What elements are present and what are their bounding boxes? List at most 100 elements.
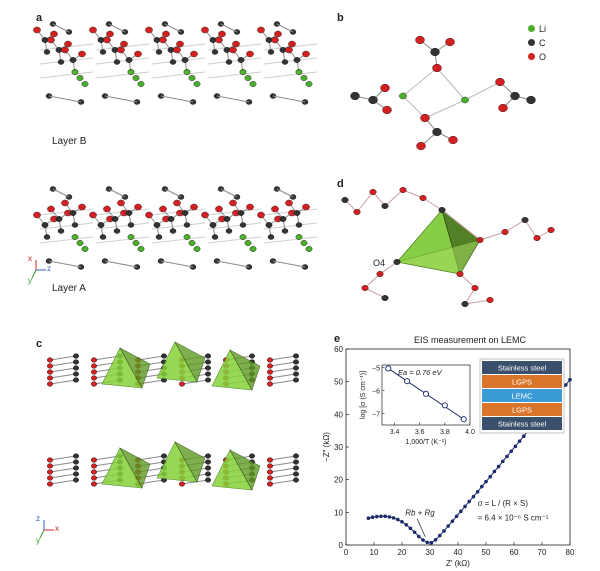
bond-line (160, 95, 194, 103)
atom-o (267, 463, 274, 469)
bond-line (49, 361, 77, 367)
atom-c (381, 294, 389, 302)
bond-line (384, 189, 404, 207)
atom-o (47, 475, 54, 481)
data-point (366, 516, 371, 521)
atom-li (249, 81, 257, 87)
inset-y-tick-label: −6 (372, 388, 380, 395)
atom-c (248, 453, 255, 459)
atom-o (178, 481, 185, 487)
atom-c (204, 377, 211, 383)
atom-o (201, 211, 209, 219)
panel-b: b Li C O (325, 0, 600, 170)
data-point (421, 538, 425, 542)
layer-a-label: Layer A (52, 283, 86, 294)
atom-o (229, 46, 237, 54)
panel-a: a Layer B Layer A x z y (0, 0, 320, 320)
cell-layer-label: Stainless steel (498, 364, 547, 373)
bond-line (49, 461, 77, 467)
atom-o (176, 40, 184, 48)
atom-c (239, 222, 247, 228)
y-tick-label: 0 (339, 541, 344, 550)
atom-o (89, 211, 97, 219)
atom-o (547, 226, 555, 234)
atom-o (90, 475, 97, 481)
bond-line (364, 287, 386, 299)
atom-c (223, 216, 231, 222)
atom-c (293, 210, 301, 216)
atom-li (295, 69, 303, 75)
bond-line (263, 222, 318, 230)
legend-item-c: C (528, 38, 588, 52)
atom-o (78, 203, 86, 211)
axis-y-label-a: y (28, 276, 32, 285)
data-point (425, 540, 429, 545)
bond-line (524, 219, 538, 239)
atom-c (293, 459, 300, 465)
atom-o (353, 208, 361, 216)
atom-o (47, 363, 54, 369)
atom-c (293, 371, 300, 377)
bond-line (151, 57, 206, 65)
atom-o (134, 50, 142, 58)
atom-c (279, 216, 287, 222)
atom-o (90, 463, 97, 469)
bond-line (48, 95, 82, 103)
bond-line (49, 367, 77, 373)
atom-o (267, 457, 274, 463)
atom-o (380, 83, 390, 93)
data-point (471, 494, 476, 499)
inset-y-axis-label: log [σ (S cm⁻¹)] (360, 371, 367, 419)
bond-line (160, 260, 194, 268)
polyhedron-face (229, 349, 261, 391)
atom-c (55, 216, 63, 222)
bond-line (269, 361, 297, 367)
panel-a-axes: x z y (28, 254, 58, 288)
atom-o (229, 199, 237, 207)
bond-line (269, 473, 297, 479)
atom-li (137, 246, 145, 252)
atom-li (71, 69, 79, 75)
bond-line (52, 188, 70, 198)
atom-o (399, 186, 407, 194)
atom-c (204, 371, 211, 377)
atom-c (368, 95, 378, 105)
atom-c (181, 57, 189, 63)
inset-data-point (385, 365, 392, 372)
atom-c (204, 465, 211, 471)
data-point (438, 533, 442, 538)
inset-data-point (422, 390, 430, 397)
data-point (564, 383, 568, 387)
atom-c (393, 258, 401, 266)
x-tick-label: 70 (538, 548, 547, 557)
atom-li (244, 75, 252, 81)
atom-c (99, 49, 107, 55)
y-tick-label: 20 (334, 476, 343, 485)
y-tick-label: 30 (334, 443, 343, 452)
data-point (492, 469, 497, 474)
atom-o (267, 469, 274, 475)
atom-o (533, 234, 541, 242)
polyhedron-face (174, 341, 206, 383)
y-tick-label: 60 (334, 345, 343, 354)
bond-line (269, 467, 297, 473)
bond-line (220, 23, 238, 33)
atom-c (237, 210, 245, 216)
atom-li (76, 240, 84, 246)
atom-o (420, 113, 430, 123)
bond-line (269, 373, 297, 379)
data-point (480, 484, 484, 489)
atom-o (50, 30, 58, 38)
atom-o (64, 40, 72, 48)
inset-activation-energy: Ea = 0.76 eV (398, 368, 443, 377)
atom-li (239, 234, 247, 240)
atom-c (293, 377, 300, 383)
bond-line (263, 71, 318, 79)
atom-o (90, 369, 97, 375)
panel-c-label: c (36, 338, 43, 350)
polyhedron-face (174, 441, 206, 483)
panel-a-crystal-structure (33, 21, 318, 270)
sigma-formula: σ = L / (R × S) (478, 499, 529, 508)
bond-line (49, 355, 77, 361)
bond-line (49, 379, 77, 385)
